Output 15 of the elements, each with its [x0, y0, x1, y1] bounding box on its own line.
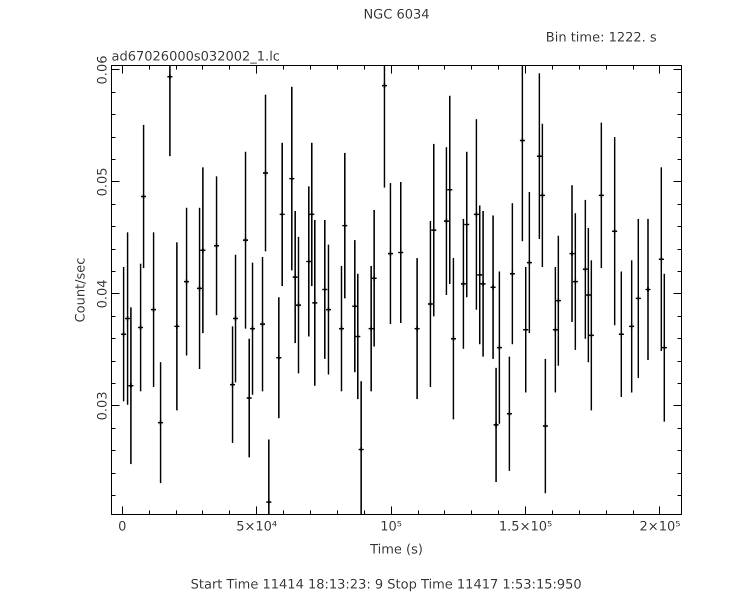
chart-title: NGC 6034 [363, 8, 430, 22]
y-tick-label: 0.04 [96, 279, 110, 308]
text: Bin time: 1222. s [546, 30, 657, 46]
text: ad67026000s032002_1.lc [112, 50, 280, 64]
y-axis-title: Count/sec [74, 258, 88, 322]
text: Start Time 11414 18:13:23: 9 Stop Time 11417 1:53:15:950 [190, 578, 582, 592]
x-tick-label: 0 [118, 520, 126, 534]
x-tick-label: 10⁵ [380, 520, 402, 534]
x-axis-title: Time (s) [369, 542, 423, 558]
y-tick-label: 0.05 [96, 167, 110, 196]
y-tick-label: 0.03 [96, 391, 110, 420]
x-tick-label: 2×10⁵ [640, 520, 680, 534]
x-tick-label: 5×10⁴ [236, 520, 278, 534]
y-tick-label: 0.06 [96, 56, 110, 84]
x-tick-label: 1.5×10⁵ [498, 520, 552, 534]
